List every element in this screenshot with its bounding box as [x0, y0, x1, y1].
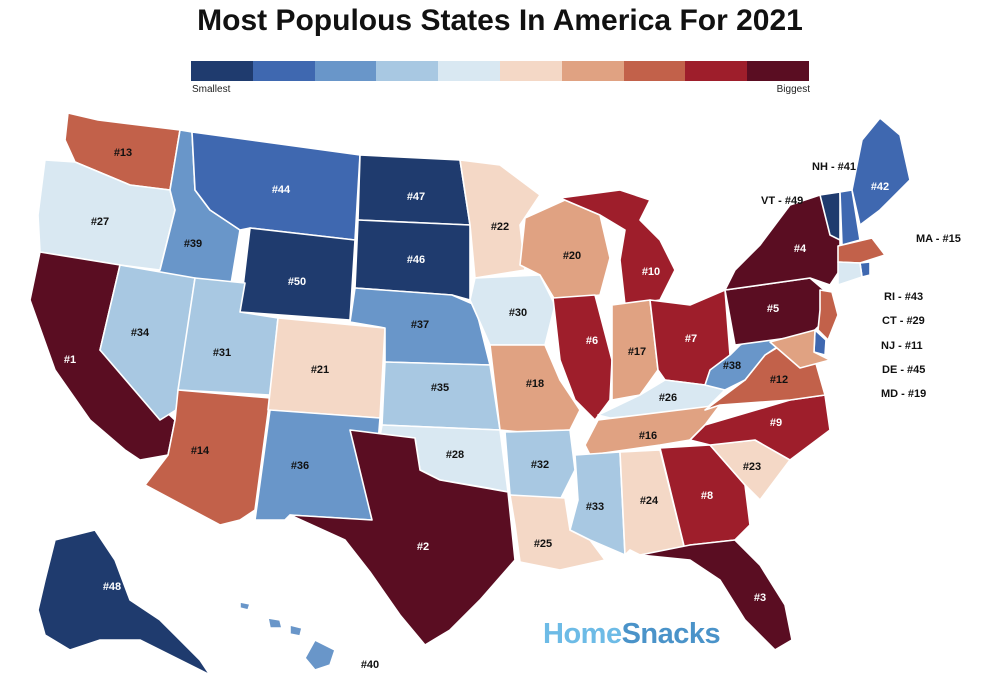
state-fl: [639, 539, 793, 651]
state-mi: [559, 189, 676, 306]
legend-swatch: [376, 61, 439, 81]
state-label-ia: #30: [509, 307, 527, 319]
legend-low-label: Smallest: [192, 84, 231, 95]
legend-swatch: [685, 61, 748, 81]
state-wy: [239, 227, 356, 321]
state-hi-island: [289, 624, 303, 637]
callout-ma: MA - #15: [916, 233, 961, 245]
state-il: [552, 294, 613, 421]
callout-nj: NJ - #11: [881, 340, 923, 352]
state-mo: [489, 344, 581, 433]
legend-swatch: [747, 61, 809, 81]
state-label-nc: #9: [770, 417, 782, 429]
state-label-va: #12: [770, 374, 788, 386]
state-label-mn: #22: [491, 221, 509, 233]
state-hi-island: [267, 617, 283, 629]
state-ak: [37, 529, 211, 676]
state-label-ga: #8: [701, 490, 713, 502]
state-label-al: #24: [640, 495, 659, 507]
state-label-nv: #34: [131, 327, 150, 339]
state-label-ks: #35: [431, 382, 449, 394]
state-label-id: #39: [184, 238, 202, 250]
state-ks: [381, 361, 501, 431]
state-label-sd: #46: [407, 254, 425, 266]
state-label-ar: #32: [531, 459, 549, 471]
state-label-nm: #36: [291, 460, 309, 472]
state-vt: [819, 191, 841, 241]
state-label-mi: #10: [642, 266, 660, 278]
callout-ct: CT - #29: [882, 315, 925, 327]
state-label-wv: #38: [723, 360, 741, 372]
color-legend: [191, 61, 809, 81]
state-label-ok: #28: [446, 449, 464, 461]
legend-high-label: Biggest: [776, 84, 810, 95]
legend-swatch: [314, 61, 377, 81]
state-md: [769, 329, 831, 369]
legend-swatch: [191, 61, 253, 81]
state-label-ut: #31: [213, 347, 231, 359]
state-label-hi: #40: [361, 659, 379, 671]
state-nh: [839, 189, 861, 246]
state-label-ms: #33: [586, 501, 604, 513]
state-label-ky: #26: [659, 392, 677, 404]
homesnacks-logo: HomeSnacks: [543, 618, 721, 650]
state-nj: [817, 289, 839, 341]
state-label-nd: #47: [407, 191, 425, 203]
state-ct: [837, 261, 863, 286]
state-label-oh: #7: [685, 333, 697, 345]
state-sd: [354, 219, 471, 301]
map-title: Most Populous States In America For 2021: [197, 4, 803, 37]
state-label-wy: #50: [288, 276, 306, 288]
callout-nh: NH - #41: [812, 161, 857, 173]
state-label-ny: #4: [794, 243, 807, 255]
state-label-mt: #44: [272, 184, 291, 196]
legend-swatch: [561, 61, 624, 81]
state-tx: [289, 429, 516, 646]
state-label-ca: #1: [64, 354, 76, 366]
callout-md: MD - #19: [881, 388, 927, 400]
callout-vt: VT - #49: [761, 195, 804, 207]
state-label-il: #6: [586, 335, 598, 347]
state-ma: [837, 237, 886, 264]
legend-swatch: [499, 61, 562, 81]
callout-de: DE - #45: [882, 364, 926, 376]
state-label-in: #17: [628, 346, 646, 358]
state-az: [144, 389, 271, 526]
legend-swatch: [438, 61, 500, 81]
state-label-pa: #5: [767, 303, 779, 315]
state-ar: [504, 429, 576, 501]
state-label-ak: #48: [103, 581, 121, 593]
state-label-sc: #23: [743, 461, 761, 473]
state-label-co: #21: [311, 364, 329, 376]
state-la: [509, 494, 606, 571]
legend-swatch: [252, 61, 315, 81]
state-label-or: #27: [91, 216, 109, 228]
state-hi: [304, 639, 336, 671]
state-me: [851, 117, 911, 226]
state-label-fl: #3: [754, 592, 766, 604]
state-nv: [99, 264, 196, 421]
state-label-mo: #18: [526, 378, 544, 390]
state-hi-island: [239, 601, 251, 611]
state-label-la: #25: [534, 538, 552, 550]
state-label-me: #42: [871, 181, 889, 193]
state-label-tx: #2: [417, 541, 429, 553]
state-label-tn: #16: [639, 430, 657, 442]
state-label-ne: #37: [411, 319, 429, 331]
callout-ri: RI - #43: [884, 291, 924, 303]
state-label-wi: #20: [563, 250, 581, 262]
state-in: [611, 299, 659, 401]
state-label-wa: #13: [114, 147, 132, 159]
state-label-az: #14: [191, 445, 210, 457]
legend-swatch: [623, 61, 686, 81]
